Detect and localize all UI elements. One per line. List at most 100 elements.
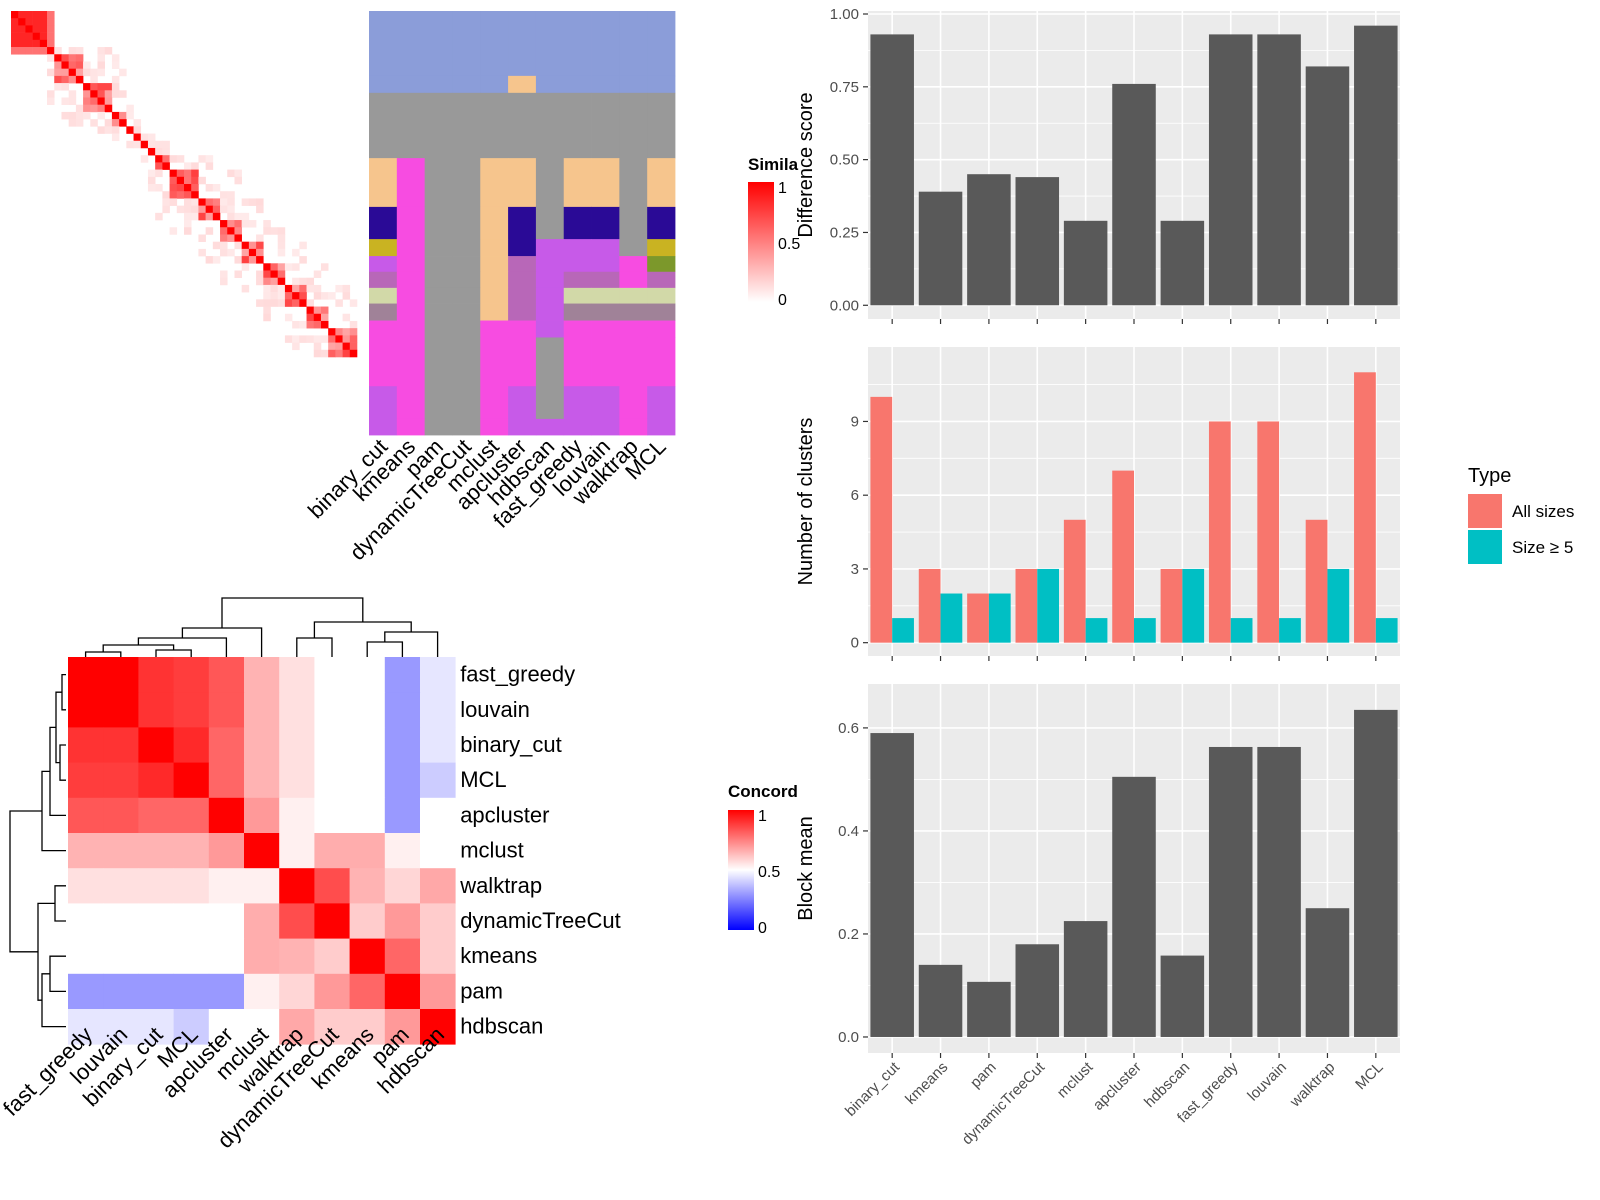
similarity-cell [241, 256, 250, 264]
similarity-cell [241, 212, 250, 221]
similarity-cell [248, 198, 257, 206]
similarity-cell [119, 111, 127, 120]
assignment-cell [508, 92, 537, 159]
assignment-cell [563, 75, 592, 94]
concordance-cell [103, 1009, 139, 1045]
bar-walktrap [1305, 66, 1350, 306]
similarity-cell [277, 241, 286, 250]
assignment-cell [535, 75, 565, 94]
assignment-cell [591, 303, 620, 321]
similarity-cell [147, 184, 156, 192]
assignment-cell [591, 418, 620, 436]
similarity-cell [277, 292, 286, 300]
column-dendrogram-link [181, 627, 263, 657]
similarity-cell [111, 119, 120, 127]
similarity-cell [198, 248, 206, 257]
assignment-cell [396, 271, 426, 289]
similarity-cell [349, 299, 358, 307]
similarity-cell [162, 162, 170, 170]
concordance-row-label-binary_cut: binary_cut [460, 732, 562, 757]
assignment-cell [563, 287, 592, 304]
bar-x-label-mclust: mclust [1054, 1058, 1097, 1101]
similarity-cell [313, 342, 322, 351]
column-dendrogram-link [313, 621, 412, 638]
bar-all-sizes-dynamictreecut [1015, 568, 1038, 643]
bar-all-sizes-louvain [1257, 421, 1280, 643]
assignment-cell [508, 256, 537, 273]
similarity-cell [320, 313, 329, 322]
legend-swatch-all-sizes [1468, 494, 1502, 528]
bar-all-sizes-walktrap [1305, 519, 1328, 643]
similarity-cell [104, 119, 113, 127]
concordance-cell [314, 762, 350, 799]
concordance-cell [208, 762, 245, 799]
similarity-cell [212, 198, 221, 206]
y-tick-label: 0.6 [838, 720, 859, 737]
column-dendrogram-link [102, 644, 175, 652]
similarity-cell [75, 111, 84, 120]
similarity-cell [83, 90, 91, 98]
assignment-cell [396, 256, 426, 273]
y-tick-label: 0 [851, 635, 859, 652]
assignment-cell [424, 206, 453, 240]
similarity-cell [32, 47, 41, 55]
assignment-cell [369, 287, 398, 304]
concordance-cell [208, 868, 245, 904]
similarity-cell [320, 263, 329, 271]
assignment-cell [369, 239, 398, 257]
similarity-cell [270, 263, 279, 271]
assignment-cell [452, 239, 481, 257]
concordance-cell [314, 1009, 350, 1045]
similarity-cell [169, 198, 178, 206]
concordance-cell [279, 692, 315, 728]
similarity-cell [155, 162, 163, 170]
bar-x-label-apcluster: apcluster [1090, 1059, 1145, 1114]
similarity-cell [313, 313, 322, 322]
similarity-cell [234, 256, 242, 264]
legend-label-all-sizes: All sizes [1512, 502, 1574, 521]
assignment-cell [591, 92, 620, 159]
column-dendrogram-link [366, 641, 404, 657]
assignment-cell [480, 303, 509, 321]
difference-score-chart: 0.00 0.25 0.50 0.75 1.00 Difference score [795, 6, 1400, 324]
similarity-cell [299, 241, 307, 250]
similarity-cell [306, 277, 315, 286]
similarity-cell [169, 155, 178, 163]
similarity-cell [47, 39, 55, 48]
similarity-cell [54, 68, 62, 77]
assignment-cell [424, 418, 453, 436]
similarity-cell [83, 83, 91, 91]
similarity-cell [68, 54, 77, 62]
similarity-cell [104, 90, 113, 98]
assignment-cell [452, 206, 481, 240]
concordance-legend-tick-05: 0.5 [758, 864, 780, 881]
assignment-cell [591, 337, 620, 387]
concordance-cell [420, 868, 456, 904]
assignment-cell [452, 92, 481, 159]
concordance-row-label-apcluster: apcluster [460, 802, 549, 827]
assignment-cell [396, 418, 426, 436]
similarity-cell [263, 284, 271, 293]
similarity-cell [155, 155, 163, 163]
similarity-cell [205, 198, 214, 206]
similarity-cell [270, 299, 279, 307]
concordance-cell [173, 797, 210, 834]
similarity-cell [90, 83, 98, 91]
assignment-cell [396, 303, 426, 321]
concordance-cell [173, 727, 210, 763]
concordance-cell [103, 657, 139, 693]
assignment-cell [619, 271, 648, 289]
concordance-cell [349, 727, 386, 763]
concordance-cell [244, 868, 280, 904]
concordance-cell [384, 938, 421, 975]
concordance-cell [68, 762, 104, 799]
concordance-cell [138, 868, 174, 904]
similarity-cell [155, 169, 163, 178]
bar-size5-dynamictreecut [1037, 568, 1060, 643]
assignment-cell [647, 418, 676, 436]
bar-x-label-binary_cut: binary_cut [842, 1058, 904, 1120]
bar-size5-apcluster [1134, 618, 1156, 643]
bar-apcluster [1112, 776, 1156, 1037]
concordance-cell [279, 727, 315, 763]
assignment-cell [563, 11, 592, 77]
